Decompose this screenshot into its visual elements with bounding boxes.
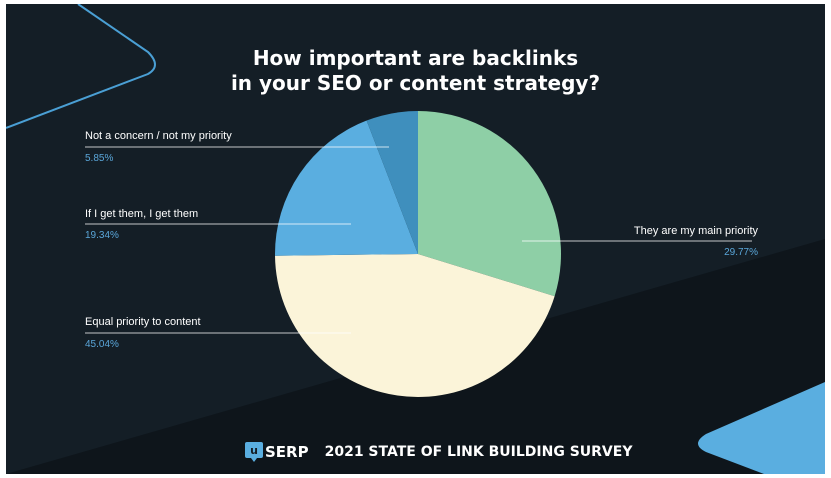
slice-value-not-a-concern: 5.85% <box>85 153 114 164</box>
pie-slice-main-priority <box>418 111 561 297</box>
userp-logo: u SERP <box>245 442 309 462</box>
userp-logo-mark: u <box>250 444 258 457</box>
decorative-line-top-left <box>6 4 156 129</box>
userp-logo-text: SERP <box>265 443 309 461</box>
footer: u SERP 2021 STATE OF LINK BUILDING SURVE… <box>245 440 632 464</box>
survey-title: 2021 STATE OF LINK BUILDING SURVEY <box>324 444 633 460</box>
decorative-shape-bottom-right <box>698 382 825 474</box>
slice-label-not-a-concern: Not a concern / not my priority <box>85 130 232 142</box>
infographic-panel: How important are backlinks in your SEO … <box>6 4 825 474</box>
pie-slice-get-them <box>275 120 418 256</box>
userp-logo-icon: u <box>245 442 263 462</box>
chart-title-line-1: How important are backlinks <box>252 46 579 70</box>
slice-label-main-priority: They are my main priority <box>633 225 758 237</box>
slice-value-equal-priority: 45.04% <box>85 339 119 350</box>
slice-value-main-priority: 29.77% <box>724 247 758 258</box>
slice-value-get-them: 19.34% <box>85 230 119 241</box>
pie-slice-equal-priority <box>275 254 555 397</box>
pie-chart <box>275 111 561 397</box>
slice-label-get-them: If I get them, I get them <box>85 208 199 220</box>
slice-label-equal-priority: Equal priority to content <box>85 316 201 328</box>
chart-title-line-2: in your SEO or content strategy? <box>230 71 601 95</box>
leader-lines <box>85 146 752 334</box>
background-decoration <box>6 4 825 474</box>
